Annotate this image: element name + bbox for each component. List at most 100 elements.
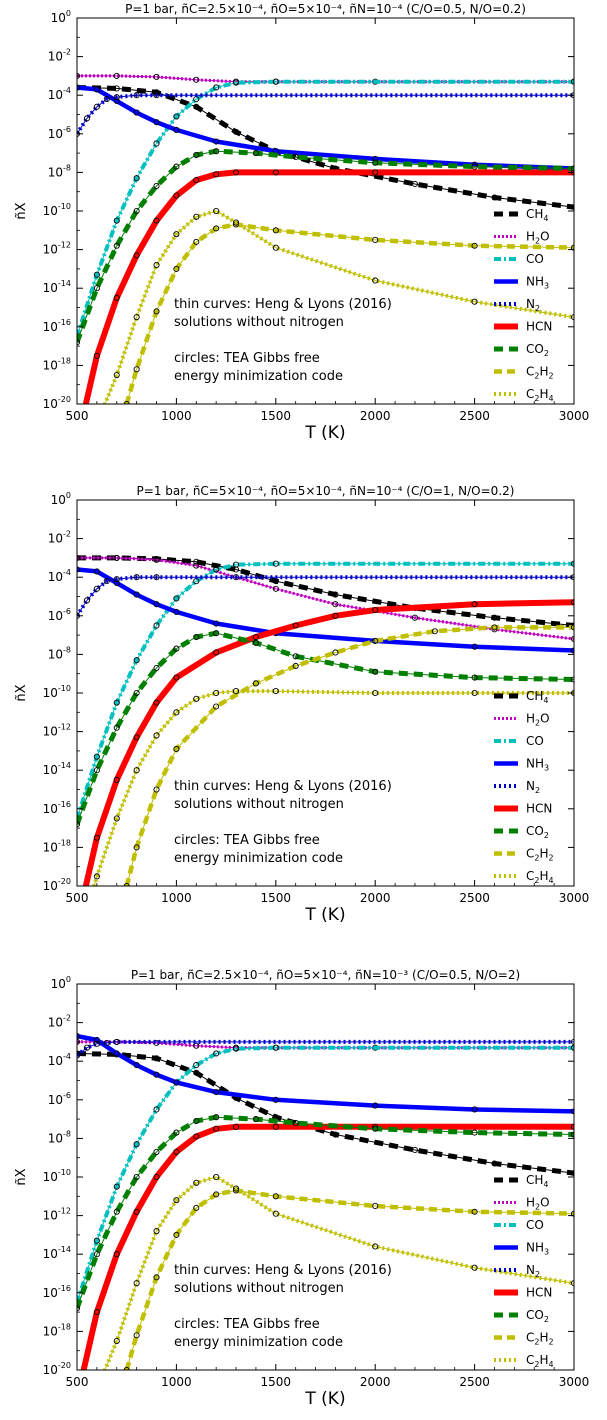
data-point-hcn (213, 649, 220, 656)
data-point-nh3 (213, 620, 220, 627)
data-point-hcn (213, 171, 220, 178)
x-tick-label: 2000 (360, 1375, 391, 1389)
data-point-c2h4 (133, 1280, 140, 1287)
data-point-hcn (93, 834, 100, 841)
data-point-co (113, 217, 120, 224)
data-point-co (153, 622, 160, 629)
data-point-nh3 (570, 1108, 574, 1115)
legend-label-c2h2: C2H2 (526, 1331, 554, 1347)
data-point-co2 (252, 1116, 259, 1123)
thin-curve-co (77, 81, 574, 337)
data-point-co2 (471, 1129, 478, 1136)
data-point-n2 (83, 597, 90, 604)
data-point-c2h2 (431, 628, 438, 635)
data-point-c2h4 (74, 941, 79, 946)
data-point-ch4 (332, 1131, 339, 1138)
data-point-c2h2 (292, 662, 299, 670)
legend-label-c2h4: C2H4 (526, 387, 554, 403)
data-point-c2h4 (133, 767, 140, 774)
data-point-co2 (570, 165, 574, 172)
thin-curve-co2 (77, 150, 574, 343)
data-point-co (570, 560, 574, 567)
data-point-co (93, 1237, 100, 1244)
data-point-hcn (74, 1396, 79, 1401)
data-point-c2h2 (471, 1208, 478, 1215)
x-tick-label: 2500 (459, 891, 490, 905)
y-axis-label: ñX (14, 684, 29, 701)
annotation-text: thin curves: Heng & Lyons (2016) (174, 1263, 392, 1278)
x-tick-label: 1000 (161, 891, 192, 905)
data-point-co2 (93, 285, 100, 292)
data-point-ch4 (411, 1146, 419, 1154)
data-point-c2h4 (232, 688, 240, 695)
data-point-c2h4 (272, 244, 279, 251)
chart-panel-3: P=1 bar, ñC=2.5×10⁻⁴, ñO=5×10⁻⁴, ñN=10⁻³… (14, 968, 589, 1409)
y-tick-label: 10-10 (43, 202, 71, 218)
data-point-c2h4 (232, 219, 240, 226)
data-point-c2h4 (153, 732, 160, 739)
data-point-ch4 (153, 1055, 160, 1062)
series-group (74, 1033, 574, 1401)
data-point-co (193, 1062, 200, 1069)
data-point-ch4 (113, 85, 120, 92)
legend-label-ch4: CH4 (526, 207, 549, 223)
data-point-co (232, 79, 240, 86)
data-point-hcn (153, 699, 160, 706)
data-point-n2 (103, 578, 110, 585)
legend-label-n2: N2 (526, 1263, 540, 1279)
data-point-co2 (133, 207, 140, 215)
thin-curve-c2h2 (126, 223, 574, 404)
x-tick-label: 1500 (261, 1375, 292, 1389)
annotation-text: circles: TEA Gibbs free (174, 351, 320, 366)
thin-curve-c2h4 (93, 690, 574, 886)
data-point-ch4 (491, 194, 498, 201)
data-point-c2h4 (213, 1173, 220, 1181)
data-point-co2 (133, 1173, 140, 1181)
x-axis-label: T (K) (304, 1389, 345, 1409)
data-point-co2 (193, 1117, 200, 1125)
x-tick-label: 2500 (459, 409, 490, 423)
data-point-co2 (113, 1208, 120, 1215)
data-point-hcn (133, 252, 140, 259)
data-point-hcn (113, 776, 120, 783)
legend-label-co2: CO2 (526, 342, 549, 358)
data-point-co (272, 1044, 279, 1051)
data-point-co (93, 753, 100, 760)
data-point-c2h4 (193, 1179, 200, 1186)
data-point-c2h2 (272, 227, 279, 234)
data-point-c2h2 (332, 649, 339, 656)
y-tick-label: 10-16 (43, 800, 71, 816)
data-point-c2h4 (570, 314, 574, 321)
data-point-h2o (113, 554, 120, 561)
data-point-n2 (113, 94, 120, 101)
data-point-c2h4 (173, 231, 180, 238)
data-point-c2h2 (213, 225, 220, 232)
data-point-co (173, 113, 180, 120)
data-point-h2o (411, 614, 419, 621)
y-tick-label: 100 (51, 491, 71, 507)
data-point-ch4 (570, 204, 574, 211)
legend-label-nh3: NH3 (526, 1241, 549, 1257)
x-tick-label: 1500 (261, 891, 292, 905)
data-point-co2 (570, 1131, 574, 1138)
data-point-c2h2 (153, 308, 160, 315)
data-point-co2 (133, 689, 140, 697)
data-point-c2h4 (113, 1338, 120, 1345)
data-point-co (232, 561, 240, 568)
y-tick-label: 100 (51, 9, 71, 25)
data-point-co2 (193, 633, 200, 641)
data-point-c2h2 (570, 244, 574, 251)
series-group (77, 72, 574, 404)
data-point-hcn (570, 599, 574, 606)
data-point-nh3 (213, 1089, 220, 1096)
data-point-co (153, 1106, 160, 1113)
data-point-co2 (93, 767, 100, 774)
legend-label-hcn: HCN (526, 320, 552, 334)
annotation-text: energy minimization code (174, 369, 343, 384)
x-axis-label: T (K) (304, 423, 345, 443)
data-point-h2o (193, 562, 200, 569)
data-point-nh3 (471, 643, 478, 650)
data-point-nh3 (133, 591, 140, 598)
data-point-hcn (252, 633, 259, 641)
data-point-c2h4 (193, 213, 200, 220)
